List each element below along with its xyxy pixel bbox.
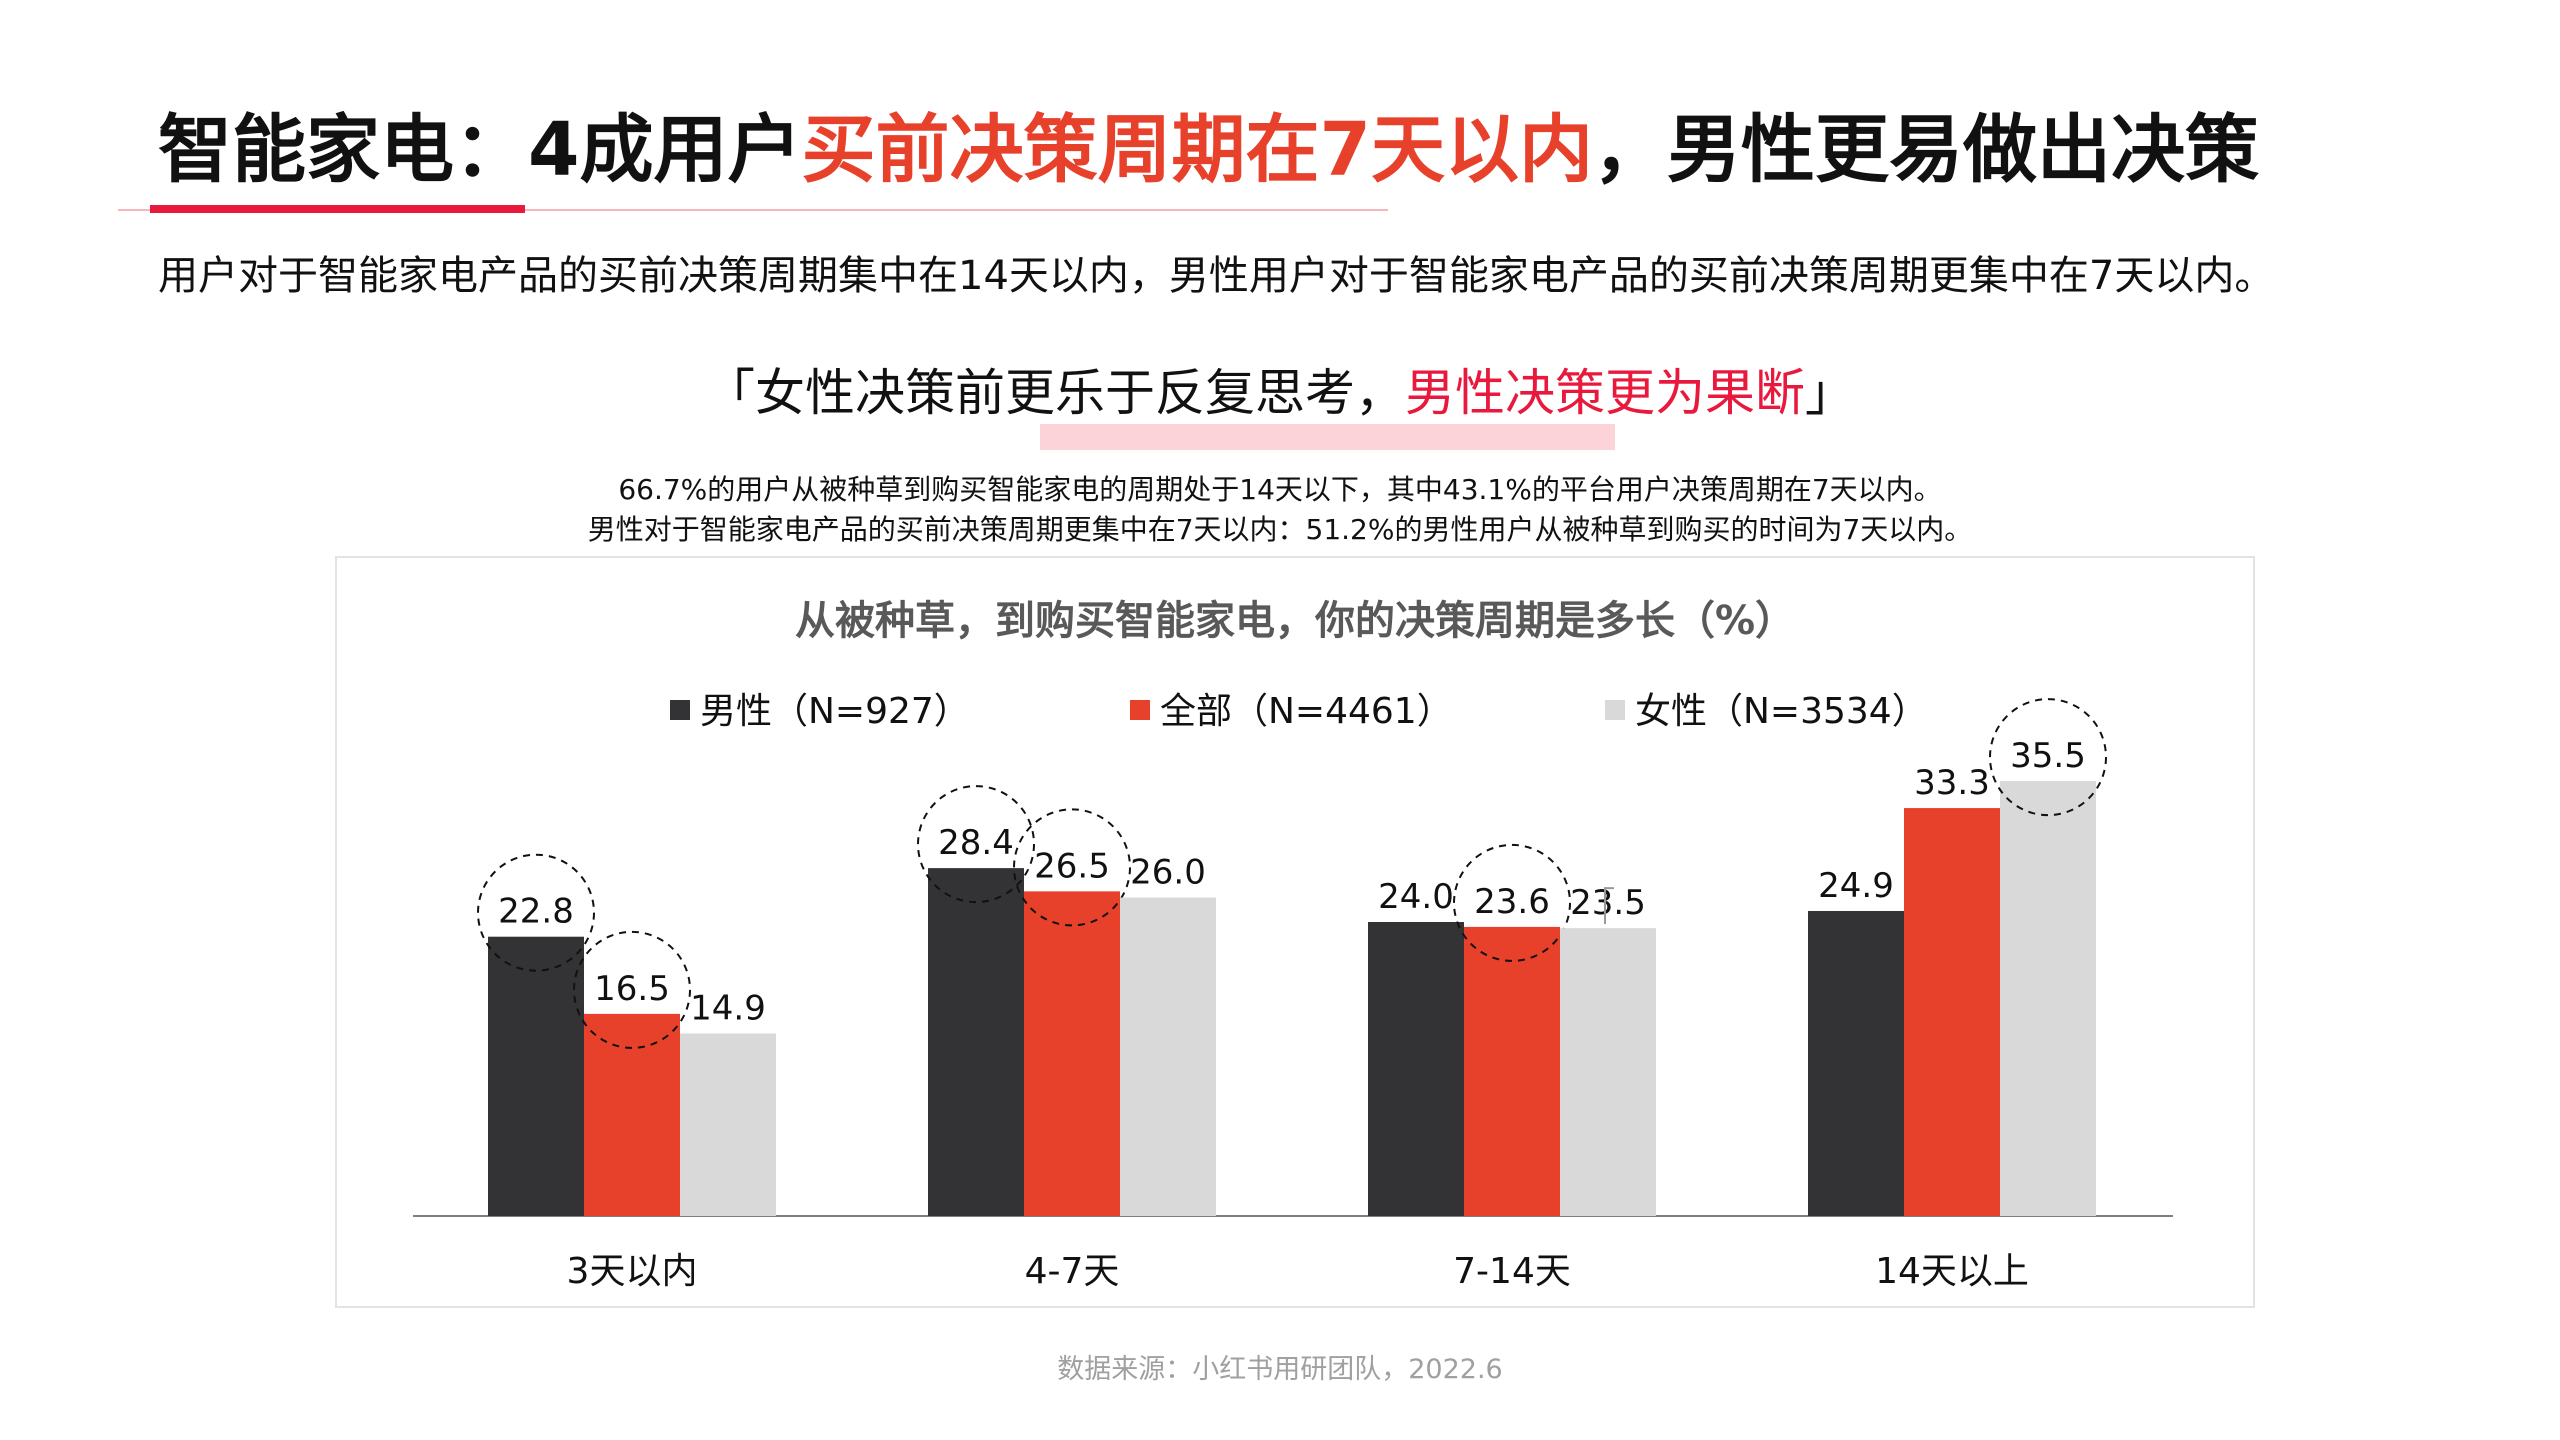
quote-part1: 女性决策前更乐于反复思考， [755, 364, 1405, 422]
data-label-3-2: 26.0 [1130, 853, 1206, 893]
data-label-3-1: 14.9 [690, 988, 766, 1028]
data-label-2-2: 26.5 [1034, 846, 1110, 886]
note-line-1: 66.7%的用户从被种草到购买智能家电的周期处于14天以下，其中43.1%的平台… [618, 473, 1942, 506]
data-label-2-3: 23.6 [1474, 882, 1550, 922]
legend-label-2: 全部（N=4461） [1160, 691, 1453, 732]
bar-2-3 [1464, 926, 1560, 1216]
legend-label-3: 女性（N=3534） [1635, 691, 1928, 732]
chart-title: 从被种草，到购买智能家电，你的决策周期是多长（%） [795, 598, 1795, 644]
x-tick-label-2: 4-7天 [1025, 1251, 1120, 1292]
page-title: 智能家电：4成用户买前决策周期在7天以内，男性更易做出决策 [158, 100, 2458, 200]
data-label-1-3: 24.0 [1378, 877, 1454, 917]
data-source: 数据来源：小红书用研团队，2022.6 [1057, 1354, 1503, 1385]
legend-swatch-3 [1605, 700, 1625, 720]
bar-3-2 [1120, 897, 1216, 1216]
bar-1-1 [488, 936, 584, 1216]
quote-close: 」 [1805, 364, 1855, 422]
leader-line-3-3 [1604, 887, 1614, 925]
highlight-circle-2-2 [1013, 808, 1131, 927]
bar-3-4 [2000, 781, 2096, 1216]
title-underline-accent [150, 205, 525, 213]
bar-1-2 [928, 868, 1024, 1216]
legend-label-1: 男性（N=927） [700, 691, 970, 732]
bar-chart: 从被种草，到购买智能家电，你的决策周期是多长（%） 男性（N=927） 全部（N=4… [413, 598, 2173, 1292]
chart-notes: 66.7%的用户从被种草到购买智能家电的周期处于14天以下，其中43.1%的平台… [0, 470, 2560, 550]
highlight-circle-2-1 [573, 930, 691, 1049]
x-tick-label-3: 7-14天 [1453, 1251, 1571, 1292]
quote-part2: 男性决策更为果断 [1405, 364, 1805, 422]
data-label-1-4: 24.9 [1818, 866, 1894, 906]
title-highlight: 买前决策周期在7天以内 [801, 107, 1594, 193]
data-label-1-2: 28.4 [938, 823, 1014, 863]
x-tick-label-1: 3天以内 [567, 1251, 698, 1292]
title-prefix: 智能家电：4成用户 [158, 107, 802, 193]
data-label-3-3: 23.5 [1570, 883, 1646, 923]
data-label-2-4: 33.3 [1914, 763, 1990, 803]
bar-1-4 [1808, 910, 1904, 1216]
legend-swatch-2 [1130, 700, 1150, 720]
data-label-3-4: 35.5 [2010, 736, 2086, 776]
page-subtitle: 用户对于智能家电产品的买前决策周期集中在14天以内，男性用户对于智能家电产品的买… [158, 253, 2275, 299]
note-line-2: 男性对于智能家电产品的买前决策周期更集中在7天以内：51.2%的男性用户从被种草… [587, 513, 1973, 546]
bar-3-3 [1560, 928, 1656, 1216]
bar-2-1 [584, 1013, 680, 1216]
x-tick-label-4: 14天以上 [1875, 1251, 2029, 1292]
data-label-1-1: 22.8 [498, 892, 574, 932]
highlight-circle-2-3 [1453, 843, 1571, 962]
bar-1-3 [1368, 922, 1464, 1216]
quote-open: 「 [705, 364, 755, 422]
highlight-circle-3-4 [1989, 698, 2107, 817]
quote: 「女性决策前更乐于反复思考，男性决策更为果断」 [0, 358, 2560, 428]
title-underline-thin [118, 209, 1388, 211]
legend-swatch-1 [670, 700, 690, 720]
data-label-2-1: 16.5 [594, 969, 670, 1009]
bar-2-4 [1904, 808, 2000, 1216]
bar-2-2 [1024, 891, 1120, 1216]
highlight-circle-1-1 [477, 853, 595, 972]
bar-3-1 [680, 1033, 776, 1216]
title-suffix: ，男性更易做出决策 [1593, 107, 2259, 193]
